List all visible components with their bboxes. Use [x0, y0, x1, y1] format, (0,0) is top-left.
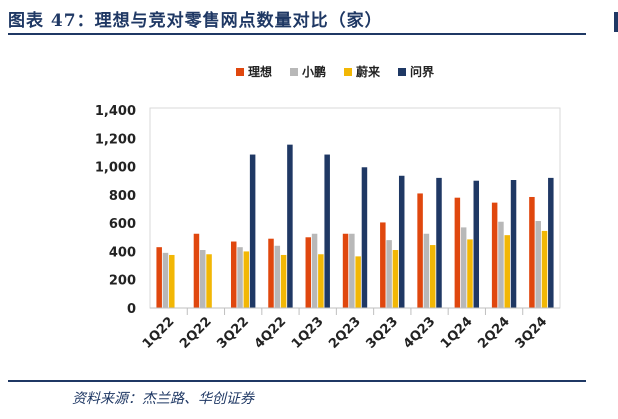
bar-蔚来-2Q24 [504, 235, 510, 308]
bar-理想-1Q24 [454, 197, 461, 308]
x-tick-label: 1Q23 [289, 314, 327, 352]
bar-问界-2Q23 [361, 167, 368, 308]
legend-label-1: 理想 [248, 64, 272, 79]
x-tick-label: 3Q24 [513, 314, 551, 352]
bar-问界-1Q24 [473, 180, 480, 308]
x-tick-label: 2Q23 [326, 314, 364, 352]
x-axis: 1Q22 2Q22 3Q22 4Q22 1Q23 2Q23 3Q23 4Q23 1Q24 2Q24… [140, 314, 550, 352]
figure-title: 图表 47：理想与竞对零售网点数量对比（家） [8, 11, 383, 31]
bar-蔚来-1Q23 [318, 254, 324, 308]
bar-理想-3Q22 [230, 241, 237, 308]
bar-蔚来-1Q22 [169, 254, 175, 308]
bar-理想-1Q23 [305, 237, 312, 308]
bar-小鹏-1Q24 [460, 227, 467, 308]
legend-swatch-4 [398, 68, 406, 76]
chart-legend: 理想 小鹏 蔚来 问界 [236, 64, 434, 79]
y-tick-label: 800 [109, 189, 136, 204]
y-tick-label: 1,000 [95, 161, 136, 176]
bar-小鹏-2Q24 [498, 221, 504, 308]
y-tick-label: 0 [127, 302, 136, 317]
bar-理想-2Q23 [342, 233, 349, 308]
x-tick-label: 4Q22 [252, 314, 290, 352]
bar-理想-4Q22 [268, 238, 274, 308]
bar-蔚来-3Q23 [392, 250, 399, 308]
bar-理想-3Q24 [529, 196, 535, 308]
x-tick-label: 2Q22 [177, 314, 215, 352]
x-tick-label: 3Q22 [214, 314, 252, 352]
bar-问界-4Q23 [436, 177, 442, 308]
x-tick-label: 1Q22 [140, 314, 178, 352]
legend-swatch-3 [344, 68, 352, 76]
y-axis: 0 200 400 600 800 1,000 1,200 1,400 [95, 104, 136, 317]
bar-问界-4Q22 [287, 144, 293, 308]
bar-小鹏-2Q22 [200, 250, 206, 308]
bar-问界-3Q23 [398, 175, 405, 308]
bar-蔚来-3Q24 [541, 230, 548, 308]
legend-label-2: 小鹏 [302, 64, 326, 79]
legend-swatch-2 [290, 68, 298, 76]
bar-理想-3Q23 [380, 222, 386, 308]
title-rule [8, 33, 586, 35]
bar-chart: 理想 小鹏 蔚来 问界 0 200 400 600 800 1,000 1,200 1,400 1Q… [95, 64, 561, 352]
bar-小鹏-3Q22 [237, 247, 243, 308]
bar-问界-1Q23 [324, 154, 330, 308]
legend-label-4: 问界 [410, 64, 434, 79]
y-tick-label: 1,400 [95, 104, 136, 119]
bar-理想-4Q23 [417, 193, 423, 308]
bar-蔚来-2Q22 [206, 254, 212, 308]
source-note: 资料来源：杰兰路、华创证券 [72, 391, 254, 407]
bar-理想-2Q22 [193, 233, 200, 308]
y-tick-label: 1,200 [95, 132, 136, 147]
y-tick-label: 200 [109, 274, 136, 289]
edge-mark [614, 12, 618, 32]
bar-小鹏-4Q22 [274, 245, 281, 308]
bar-蔚来-4Q23 [429, 245, 436, 308]
bar-小鹏-1Q22 [162, 252, 169, 308]
legend-swatch-1 [236, 68, 244, 76]
bar-蔚来-4Q22 [280, 254, 287, 308]
x-tick-label: 2Q24 [475, 314, 513, 352]
y-tick-label: 400 [109, 245, 136, 260]
source-rule [8, 380, 586, 382]
bar-理想-1Q22 [156, 247, 162, 308]
x-tick-label: 4Q23 [401, 314, 439, 352]
y-tick-label: 600 [109, 217, 136, 232]
bar-小鹏-4Q23 [423, 233, 430, 308]
bar-问界-2Q24 [510, 180, 517, 308]
bar-问界-3Q22 [249, 154, 256, 308]
bar-理想-2Q24 [491, 202, 498, 308]
legend-label-3: 蔚来 [356, 64, 381, 79]
bar-问界-3Q24 [548, 177, 554, 308]
bars [149, 107, 561, 315]
bar-蔚来-2Q23 [355, 256, 361, 308]
bar-蔚来-1Q24 [467, 239, 473, 308]
bar-蔚来-3Q22 [243, 251, 250, 308]
bar-小鹏-2Q23 [349, 233, 355, 308]
bar-小鹏-3Q24 [535, 221, 541, 308]
x-tick-label: 3Q23 [363, 314, 401, 352]
bar-小鹏-1Q23 [311, 233, 318, 308]
x-tick-label: 1Q24 [438, 314, 476, 352]
bar-小鹏-3Q23 [386, 240, 392, 308]
